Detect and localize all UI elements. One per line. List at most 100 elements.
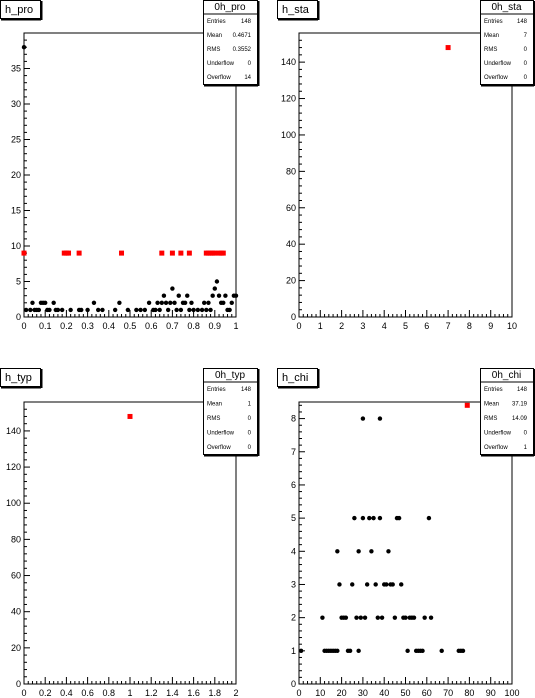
stats-label: Entries xyxy=(207,387,226,393)
data-point-circle xyxy=(47,307,52,313)
data-point-square xyxy=(127,413,133,419)
y-tick-label: 100 xyxy=(281,130,296,140)
data-point-circle xyxy=(187,307,192,313)
x-tick-label: 0 xyxy=(21,321,26,331)
data-point-circle xyxy=(403,615,408,620)
y-tick-label: 120 xyxy=(6,462,21,472)
y-tick-label: 5 xyxy=(16,277,21,287)
data-point-circle xyxy=(360,515,366,521)
data-point-circle xyxy=(356,549,361,554)
data-point-circle xyxy=(227,307,232,313)
stats-name: 0h_typ xyxy=(215,370,245,381)
y-tick-label: 140 xyxy=(6,426,21,436)
stats-label: Entries xyxy=(207,19,226,25)
data-point-circle xyxy=(55,307,61,313)
data-point-circle xyxy=(155,300,160,305)
data-point-square xyxy=(220,250,226,256)
histogram-title: h_chi xyxy=(282,372,308,384)
data-point-circle xyxy=(356,648,361,654)
data-point-circle xyxy=(168,300,173,305)
y-tick-label: 15 xyxy=(11,206,21,216)
data-point-circle xyxy=(352,515,357,521)
y-tick-label: 20 xyxy=(11,643,21,653)
data-point-circle xyxy=(59,307,65,313)
y-tick-label: 1 xyxy=(291,646,296,656)
stats-label: Overflow xyxy=(484,75,508,81)
x-tick-label: 1.4 xyxy=(166,688,179,698)
x-tick-label: 10 xyxy=(507,321,517,331)
stats-value: 0 xyxy=(248,445,252,451)
data-point-circle xyxy=(204,307,209,313)
y-tick-label: 80 xyxy=(11,534,21,544)
stats-label: Mean xyxy=(207,402,222,408)
data-point-square xyxy=(186,250,192,256)
data-point-circle xyxy=(216,293,222,298)
stats-value: 0 xyxy=(248,61,252,67)
data-point-circle xyxy=(142,307,148,313)
x-tick-label: 0.8 xyxy=(187,321,200,331)
data-point-square xyxy=(169,250,175,256)
x-tick-label: 0.3 xyxy=(81,321,94,331)
x-tick-label: 40 xyxy=(379,688,389,698)
data-point-circle xyxy=(369,549,374,554)
y-tick-label: 140 xyxy=(281,57,296,67)
x-tick-label: 0.2 xyxy=(60,321,73,331)
data-point-circle xyxy=(51,300,56,305)
data-point-circle xyxy=(377,416,383,421)
stats-value: 0 xyxy=(248,430,252,436)
data-point-circle xyxy=(191,307,196,313)
data-point-circle xyxy=(358,615,363,620)
x-tick-label: 0.7 xyxy=(166,321,179,331)
data-point-circle xyxy=(174,307,179,313)
data-point-circle xyxy=(36,307,42,313)
x-tick-label: 9 xyxy=(488,321,493,331)
x-tick-label: 8 xyxy=(467,321,472,331)
data-point-circle xyxy=(354,615,359,620)
data-point-circle xyxy=(396,515,402,521)
y-tick-label: 35 xyxy=(11,64,21,74)
y-tick-label: 6 xyxy=(291,480,296,490)
data-point-circle xyxy=(23,307,29,313)
data-point-circle xyxy=(163,300,169,305)
data-point-circle xyxy=(343,615,349,620)
y-tick-label: 3 xyxy=(291,579,296,589)
data-point-circle xyxy=(392,615,398,620)
stats-value: 1 xyxy=(524,445,528,451)
data-point-circle xyxy=(214,279,220,284)
data-point-circle xyxy=(134,307,139,313)
data-point-circle xyxy=(199,307,205,313)
data-point-circle xyxy=(362,615,368,620)
data-point-circle xyxy=(91,300,97,305)
data-point-circle xyxy=(159,300,164,305)
stats-value: 0 xyxy=(248,416,252,422)
chart-pad-h_typ: 0 0.2 0.4 0.6 0.8 1 1.2 1.4 1.6 1.8 20204060801001… xyxy=(0,368,260,698)
y-tick-label: 4 xyxy=(291,546,296,556)
x-tick-label: 3 xyxy=(360,321,365,331)
data-point-circle xyxy=(379,615,385,620)
data-point-circle xyxy=(347,648,353,654)
data-point-square xyxy=(159,250,165,256)
data-point-square xyxy=(178,250,184,256)
data-point-circle xyxy=(439,648,444,654)
data-point-circle xyxy=(221,300,226,305)
y-tick-label: 20 xyxy=(11,170,21,180)
y-tick-label: 60 xyxy=(11,571,21,581)
x-tick-label: 10 xyxy=(315,688,325,698)
data-point-circle xyxy=(210,293,215,298)
histogram-title: h_pro xyxy=(5,4,33,16)
data-point-circle xyxy=(384,582,389,587)
data-point-square xyxy=(445,45,451,51)
x-tick-label: 0.2 xyxy=(39,688,52,698)
data-point-circle xyxy=(79,307,84,313)
data-point-circle xyxy=(375,615,381,620)
data-point-circle xyxy=(185,293,190,298)
data-point-square xyxy=(76,250,82,256)
data-point-circle xyxy=(117,300,122,305)
data-point-circle xyxy=(335,648,340,654)
x-tick-label: 7 xyxy=(446,321,451,331)
x-tick-label: 0 xyxy=(296,688,301,698)
x-tick-label: 5 xyxy=(403,321,408,331)
x-tick-label: 0.5 xyxy=(124,321,137,331)
y-tick-label: 10 xyxy=(11,241,21,251)
